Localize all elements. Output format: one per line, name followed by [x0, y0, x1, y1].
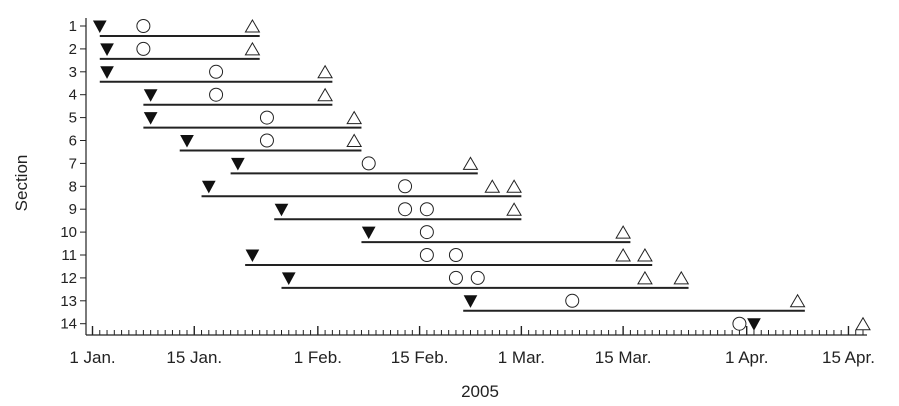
open-triangle-marker — [244, 19, 261, 33]
open-triangle-marker — [789, 293, 806, 308]
open-triangle-marker — [506, 202, 522, 216]
open-circle-marker — [136, 19, 151, 33]
filled-triangle-marker — [143, 89, 158, 102]
open-circle-marker — [398, 179, 413, 194]
open-circle-marker — [209, 64, 224, 79]
filled-triangle-marker — [747, 318, 761, 331]
section-label: 10 — [60, 224, 77, 241]
open-triangle-marker — [244, 41, 261, 56]
filled-triangle-marker — [143, 112, 158, 125]
section-label: 3 — [69, 64, 77, 81]
open-circle-marker — [448, 270, 463, 285]
filled-triangle-marker — [463, 295, 478, 308]
filled-triangle-marker — [100, 66, 114, 79]
open-circle-marker — [419, 225, 434, 240]
open-circle-marker — [259, 110, 274, 125]
open-circle-marker — [470, 270, 485, 285]
filled-triangle-marker — [281, 272, 296, 285]
x-tick-label: 1 Jan. — [69, 348, 115, 367]
x-tick-label: 1 Feb. — [294, 348, 342, 367]
open-triangle-marker — [615, 248, 631, 262]
x-tick-label: 1 Mar. — [498, 348, 545, 367]
filled-triangle-marker — [100, 43, 114, 56]
open-triangle-marker — [462, 156, 479, 170]
section-label: 1 — [69, 18, 77, 35]
filled-triangle-marker — [180, 135, 194, 148]
x-tick-label: 15 Feb. — [391, 348, 449, 367]
open-circle-marker — [361, 156, 376, 171]
section-bars — [99, 35, 805, 312]
open-triangle-marker — [637, 248, 653, 262]
x-tick-label: 15 Jan. — [166, 348, 222, 367]
open-circle-marker — [732, 316, 747, 331]
open-triangle-marker — [637, 270, 653, 285]
x-tick-label: 15 Mar. — [595, 348, 652, 367]
open-triangle-marker — [317, 87, 333, 102]
filled-triangle-marker — [92, 20, 107, 34]
section-label: 14 — [60, 316, 77, 333]
open-circle-marker — [448, 248, 463, 262]
event-markers — [92, 19, 871, 331]
section-label: 2 — [69, 41, 77, 58]
section-label: 6 — [69, 133, 77, 150]
filled-triangle-marker — [245, 249, 260, 263]
open-triangle-marker — [317, 64, 333, 79]
open-circle-marker — [419, 202, 434, 217]
section-label: 8 — [69, 178, 77, 195]
filled-triangle-marker — [361, 226, 376, 240]
open-triangle-marker — [506, 179, 522, 193]
open-circle-marker — [398, 202, 413, 217]
section-label: 7 — [69, 155, 77, 172]
x-tick-label: 1 Apr. — [725, 348, 768, 367]
section-label: 9 — [69, 201, 77, 218]
y-axis-title: Section — [12, 155, 31, 212]
open-triangle-marker — [484, 179, 501, 193]
open-circle-marker — [136, 41, 151, 56]
open-circle-marker — [209, 87, 224, 102]
section-label: 5 — [69, 110, 77, 127]
section-label: 11 — [61, 247, 77, 264]
filled-triangle-marker — [201, 180, 216, 194]
x-tick-label: 15 Apr. — [822, 348, 875, 367]
open-triangle-marker — [346, 133, 363, 147]
filled-triangle-marker — [274, 203, 289, 217]
open-circle-marker — [565, 293, 580, 308]
section-label: 13 — [60, 293, 77, 310]
x-axis: 1 Jan. 15 Jan. 1 Feb. 15 Feb. 1 Mar. 15 Mar. 1… — [69, 326, 875, 367]
open-triangle-marker — [673, 270, 690, 285]
open-circle-marker — [259, 133, 274, 148]
section-label: 12 — [60, 270, 77, 287]
filled-triangle-marker — [231, 157, 245, 171]
x-axis-title: 2005 — [461, 382, 499, 401]
open-circle-marker — [419, 248, 434, 262]
open-triangle-marker — [615, 225, 631, 239]
open-triangle-marker — [855, 316, 871, 331]
section-label: 4 — [69, 87, 77, 104]
open-triangle-marker — [346, 110, 363, 125]
